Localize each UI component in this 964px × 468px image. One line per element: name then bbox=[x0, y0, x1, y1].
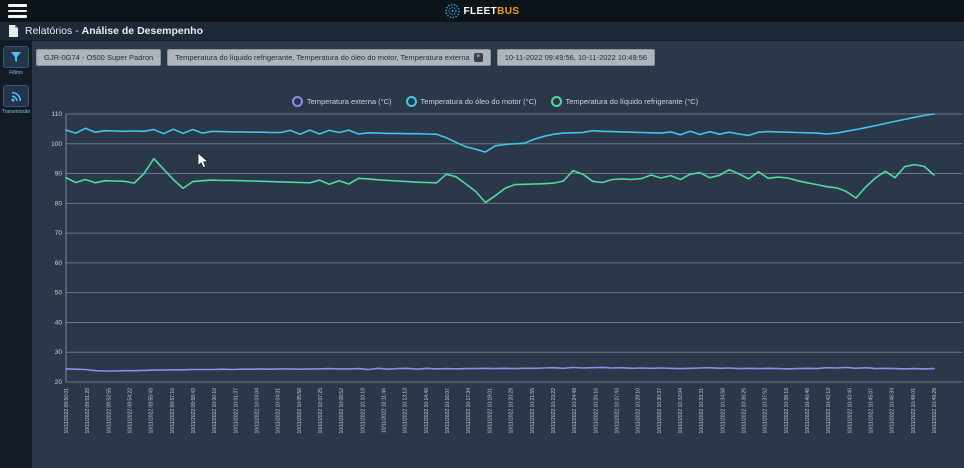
svg-text:60: 60 bbox=[55, 260, 63, 267]
svg-text:10/11/2022 10:00:10: 10/11/2022 10:00:10 bbox=[212, 388, 218, 434]
svg-text:10/11/2022 10:20:28: 10/11/2022 10:20:28 bbox=[509, 388, 515, 434]
svg-text:10/11/2022 10:30:37: 10/11/2022 10:30:37 bbox=[657, 388, 663, 434]
svg-text:20: 20 bbox=[55, 379, 63, 386]
fleetbus-logo: FLEETBUS bbox=[445, 0, 520, 22]
legend-label: Temperatura do líquido refrigerante (°C) bbox=[565, 97, 699, 106]
svg-text:10/11/2022 10:08:52: 10/11/2022 10:08:52 bbox=[339, 388, 345, 434]
svg-text:10/11/2022 10:17:34: 10/11/2022 10:17:34 bbox=[466, 388, 472, 434]
svg-text:10/11/2022 10:10:19: 10/11/2022 10:10:19 bbox=[360, 388, 366, 434]
svg-text:10/11/2022 10:42:13: 10/11/2022 10:42:13 bbox=[826, 388, 832, 434]
document-icon bbox=[9, 24, 18, 37]
svg-text:10/11/2022 10:29:10: 10/11/2022 10:29:10 bbox=[636, 388, 642, 434]
svg-text:10/11/2022 09:51:28: 10/11/2022 09:51:28 bbox=[85, 388, 91, 434]
svg-text:50: 50 bbox=[55, 290, 63, 297]
svg-text:10/11/2022 09:54:22: 10/11/2022 09:54:22 bbox=[128, 388, 134, 434]
svg-text:10/11/2022 10:07:25: 10/11/2022 10:07:25 bbox=[318, 388, 324, 434]
legend-marker-liquido bbox=[550, 96, 562, 107]
svg-text:10/11/2022 09:55:49: 10/11/2022 09:55:49 bbox=[149, 388, 155, 434]
sidebar-item-filtros[interactable]: Filtros bbox=[2, 46, 30, 76]
svg-text:80: 80 bbox=[55, 200, 63, 207]
filter-chips-row: GJR-0G74 - O500 Super Padron Temperatura… bbox=[36, 49, 656, 66]
svg-text:10/11/2022 10:46:34: 10/11/2022 10:46:34 bbox=[890, 388, 896, 434]
svg-text:10/11/2022 10:40:46: 10/11/2022 10:40:46 bbox=[805, 388, 811, 434]
svg-text:10/11/2022 10:39:19: 10/11/2022 10:39:19 bbox=[784, 388, 790, 434]
svg-text:10/11/2022 10:32:04: 10/11/2022 10:32:04 bbox=[678, 388, 684, 434]
sidebar: Filtros Transmissão bbox=[0, 41, 32, 468]
sidebar-item-transmissao[interactable]: Transmissão bbox=[2, 85, 30, 115]
vehicle-filter-chip[interactable]: GJR-0G74 - O500 Super Padron bbox=[36, 49, 162, 66]
svg-text:10/11/2022 10:36:25: 10/11/2022 10:36:25 bbox=[741, 388, 747, 434]
svg-text:10/11/2022 10:45:07: 10/11/2022 10:45:07 bbox=[868, 388, 874, 434]
svg-text:40: 40 bbox=[55, 319, 63, 326]
filter-icon bbox=[3, 46, 29, 68]
legend-item-oleo[interactable]: Temperatura do óleo do motor (°C) bbox=[405, 96, 537, 107]
breadcrumb: Relatórios - Análise de Desempenho bbox=[25, 25, 203, 37]
svg-text:10/11/2022 10:11:46: 10/11/2022 10:11:46 bbox=[382, 388, 388, 433]
legend-marker-oleo bbox=[405, 96, 417, 107]
period-filter-chip[interactable]: 10-11-2022 09:49:56, 10-11-2022 10:49:56 bbox=[496, 49, 656, 66]
svg-text:10/11/2022 10:19:01: 10/11/2022 10:19:01 bbox=[487, 388, 493, 434]
top-bar: FLEETBUS bbox=[0, 0, 964, 22]
svg-text:90: 90 bbox=[55, 171, 63, 178]
period-filter-label: 10-11-2022 09:49:56, 10-11-2022 10:49:56 bbox=[504, 53, 648, 62]
breadcrumb-bar: Relatórios - Análise de Desempenho bbox=[0, 22, 964, 41]
chart-legend: Temperatura externa (°C) Temperatura do … bbox=[32, 96, 958, 107]
svg-text:10/11/2022 10:49:28: 10/11/2022 10:49:28 bbox=[932, 388, 938, 434]
legend-item-liquido[interactable]: Temperatura do líquido refrigerante (°C) bbox=[550, 96, 699, 107]
legend-label: Temperatura do óleo do motor (°C) bbox=[420, 97, 537, 106]
logo-globe-icon bbox=[445, 3, 460, 19]
svg-text:10/11/2022 10:03:04: 10/11/2022 10:03:04 bbox=[255, 388, 261, 434]
temperature-line-chart[interactable]: 20 30 40 50 60 70 80 90 100 110 10/11/2022 09:50:0… bbox=[32, 106, 962, 468]
legend-label: Temperatura externa (°C) bbox=[306, 97, 392, 106]
svg-text:10/11/2022 09:57:16: 10/11/2022 09:57:16 bbox=[170, 388, 176, 434]
svg-text:10/11/2022 10:43:40: 10/11/2022 10:43:40 bbox=[847, 388, 853, 434]
svg-text:10/11/2022 10:14:40: 10/11/2022 10:14:40 bbox=[424, 388, 430, 434]
logo-text: FLEETBUS bbox=[463, 5, 520, 17]
svg-text:10/11/2022 10:13:13: 10/11/2022 10:13:13 bbox=[403, 388, 409, 434]
svg-text:10/11/2022 10:27:43: 10/11/2022 10:27:43 bbox=[614, 388, 620, 434]
svg-text:10/11/2022 10:26:16: 10/11/2022 10:26:16 bbox=[593, 388, 599, 434]
svg-text:10/11/2022 10:48:01: 10/11/2022 10:48:01 bbox=[911, 388, 917, 434]
svg-text:100: 100 bbox=[51, 141, 62, 148]
legend-marker-externa bbox=[291, 96, 303, 107]
svg-text:10/11/2022 10:33:31: 10/11/2022 10:33:31 bbox=[699, 388, 705, 434]
broadcast-icon bbox=[3, 85, 29, 107]
svg-text:10/11/2022 09:52:55: 10/11/2022 09:52:55 bbox=[106, 388, 112, 434]
svg-text:10/11/2022 10:05:58: 10/11/2022 10:05:58 bbox=[297, 388, 303, 434]
svg-text:10/11/2022 10:21:55: 10/11/2022 10:21:55 bbox=[530, 388, 536, 434]
svg-text:110: 110 bbox=[52, 111, 63, 118]
svg-text:10/11/2022 10:01:37: 10/11/2022 10:01:37 bbox=[233, 388, 239, 434]
legend-item-externa[interactable]: Temperatura externa (°C) bbox=[291, 96, 392, 107]
svg-text:30: 30 bbox=[55, 349, 63, 356]
svg-text:10/11/2022 09:58:43: 10/11/2022 09:58:43 bbox=[191, 388, 197, 434]
svg-text:10/11/2022 10:04:31: 10/11/2022 10:04:31 bbox=[276, 388, 282, 434]
svg-text:10/11/2022 10:24:49: 10/11/2022 10:24:49 bbox=[572, 388, 578, 434]
svg-text:10/11/2022 10:37:52: 10/11/2022 10:37:52 bbox=[763, 388, 769, 434]
sidebar-item-label: Transmissão bbox=[1, 109, 31, 115]
svg-text:10/11/2022 10:34:58: 10/11/2022 10:34:58 bbox=[720, 388, 726, 434]
hamburger-menu-icon[interactable] bbox=[0, 0, 34, 22]
parameters-filter-chip[interactable]: Temperatura do líquido refrigerante, Tem… bbox=[167, 49, 491, 66]
svg-text:10/11/2022 10:16:07: 10/11/2022 10:16:07 bbox=[445, 388, 451, 434]
parameters-filter-label: Temperatura do líquido refrigerante, Tem… bbox=[175, 53, 470, 62]
vehicle-filter-label: GJR-0G74 - O500 Super Padron bbox=[44, 53, 154, 62]
svg-text:10/11/2022 09:50:01: 10/11/2022 09:50:01 bbox=[64, 388, 70, 434]
sidebar-item-label: Filtros bbox=[9, 70, 23, 76]
svg-text:70: 70 bbox=[55, 230, 63, 237]
close-icon[interactable]: × bbox=[473, 53, 483, 62]
svg-text:10/11/2022 10:23:22: 10/11/2022 10:23:22 bbox=[551, 388, 557, 434]
